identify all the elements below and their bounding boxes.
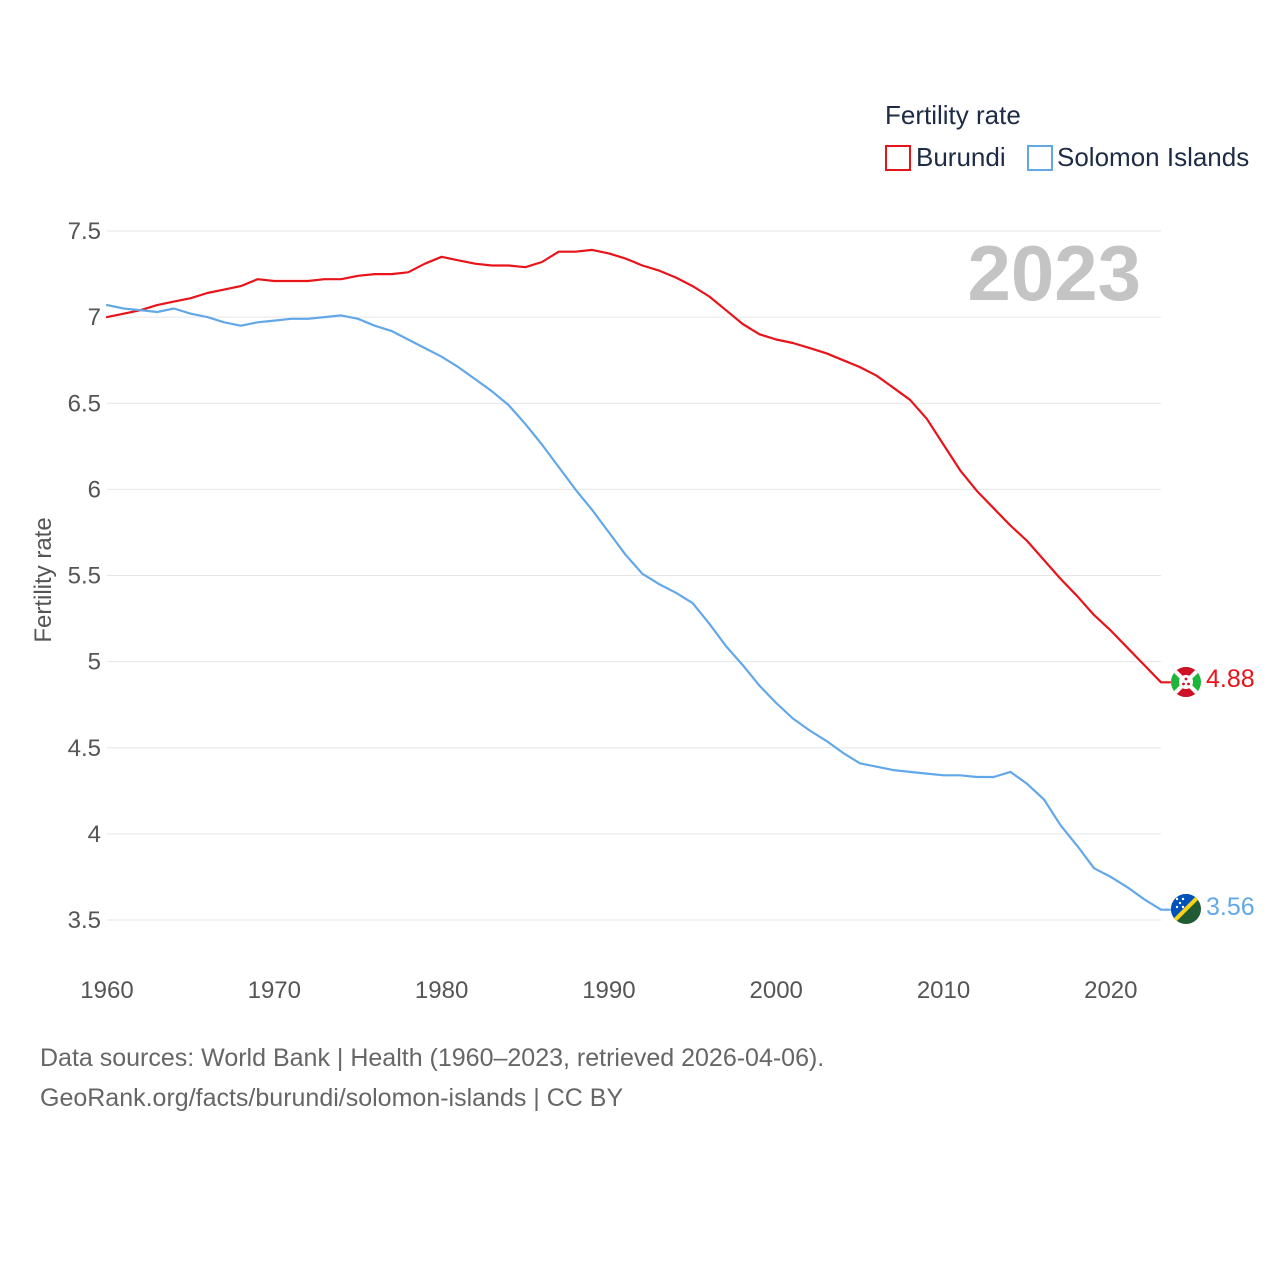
y-axis-title: Fertility rate <box>30 517 57 642</box>
footer-attribution: GeoRank.org/facts/burundi/solomon-island… <box>40 1084 624 1112</box>
x-axis-ticks: 1960 1970 1980 1990 2000 2010 2020 <box>80 977 1137 1004</box>
solomon-islands-flag-icon <box>1171 894 1201 924</box>
x-tick-label: 1980 <box>415 977 468 1004</box>
burundi-flag-icon <box>1171 667 1201 697</box>
y-tick-label: 5.5 <box>68 563 101 590</box>
legend-title: Fertility rate <box>885 100 1021 130</box>
y-tick-label: 7 <box>88 304 101 331</box>
x-tick-label: 1990 <box>582 977 635 1004</box>
y-tick-label: 6.5 <box>68 390 101 417</box>
footer-sources: Data sources: World Bank | Health (1960–… <box>40 1044 825 1072</box>
solomon-islands-end-value: 3.56 <box>1206 893 1255 921</box>
x-tick-label: 2020 <box>1084 977 1137 1004</box>
x-tick-label: 1970 <box>248 977 301 1004</box>
fertility-rate-chart: 3.5 4 4.5 5 5.5 6 6.5 7 7.5 1960 1970 1980 1990 2000… <box>30 100 1255 1004</box>
x-tick-label: 1960 <box>80 977 133 1004</box>
x-tick-label: 2010 <box>917 977 970 1004</box>
series-line-burundi <box>105 248 1172 684</box>
legend-swatch-solomon-islands <box>1027 145 1053 171</box>
y-tick-label: 3.5 <box>68 907 101 934</box>
y-tick-label: 6 <box>88 476 101 503</box>
legend-swatch-burundi <box>885 145 911 171</box>
y-tick-label: 4 <box>88 821 101 848</box>
gridlines <box>107 230 1161 921</box>
series-line-solomon-islands <box>105 304 1172 911</box>
y-tick-label: 5 <box>88 649 101 676</box>
legend: Fertility rate Burundi Solomon Islands <box>885 100 1249 172</box>
series-lines <box>105 248 1172 911</box>
y-axis-ticks: 3.5 4 4.5 5 5.5 6 6.5 7 7.5 <box>68 218 101 934</box>
y-tick-label: 7.5 <box>68 218 101 245</box>
x-tick-label: 2000 <box>750 977 803 1004</box>
burundi-end-value: 4.88 <box>1206 665 1255 693</box>
legend-label-solomon-islands: Solomon Islands <box>1057 142 1249 172</box>
year-stamp: 2023 <box>967 229 1141 317</box>
y-tick-label: 4.5 <box>68 735 101 762</box>
legend-label-burundi: Burundi <box>916 142 1006 172</box>
